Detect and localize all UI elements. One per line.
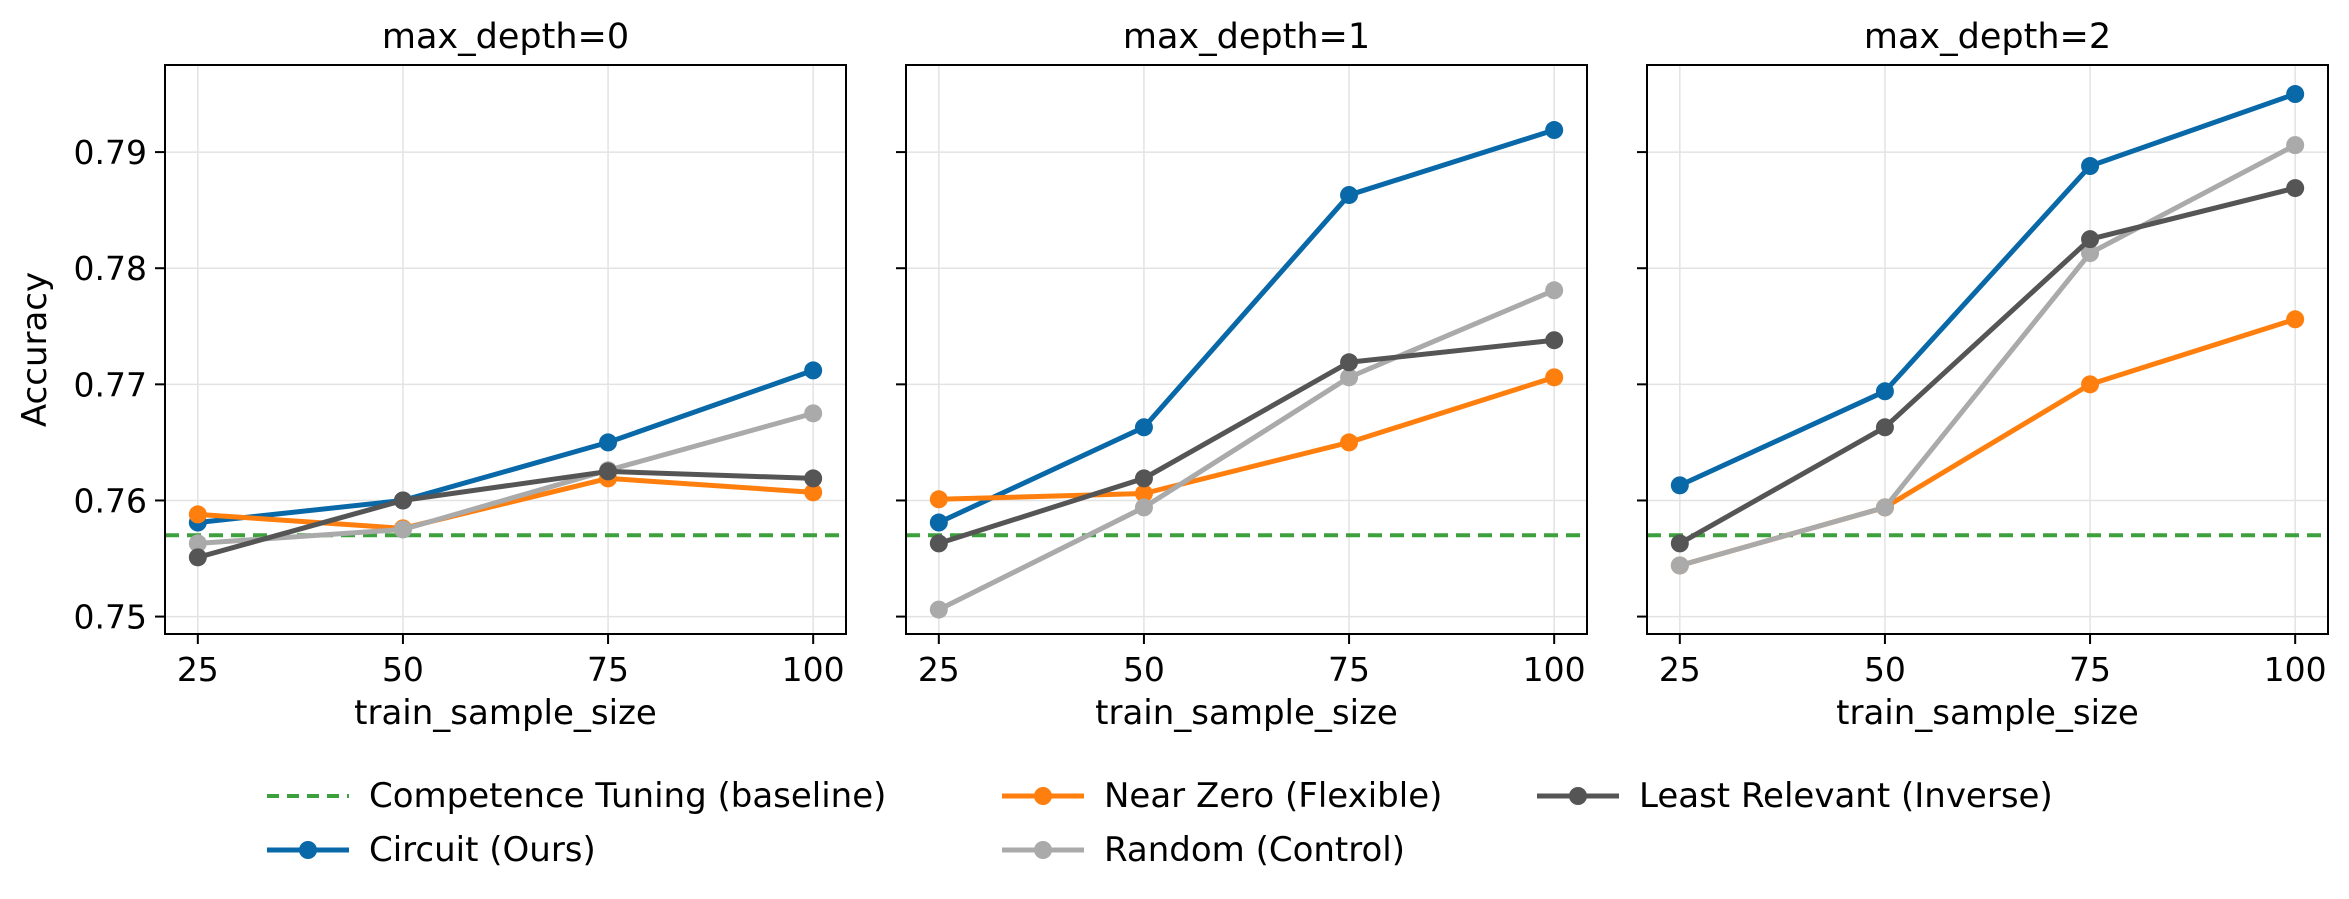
legend-label-circuit: Circuit (Ours) <box>369 830 596 870</box>
panel-2: 25 50 75 100 max_depth=2 train_sample_size <box>1637 17 2329 733</box>
series-line-random-control- <box>937 287 1556 612</box>
legend-label-baseline: Competence Tuning (baseline) <box>369 776 887 816</box>
data-point <box>393 520 412 539</box>
series-line-circuit-ours- <box>1678 91 2297 488</box>
series-line-circuit-ours- <box>197 368 815 526</box>
series-line-near-zero-flexible- <box>197 475 814 531</box>
data-point <box>1340 433 1359 452</box>
data-point <box>1670 476 1689 495</box>
series-line-circuit-ours- <box>937 127 1555 525</box>
x-tick-label: 75 <box>2069 650 2111 689</box>
series-line-least-relevant-inverse- <box>1678 185 2296 546</box>
data-point <box>2286 310 2305 329</box>
panel-title: max_depth=0 <box>382 17 629 57</box>
x-tick-label: 50 <box>1123 650 1165 689</box>
series-line-least-relevant-inverse- <box>197 468 814 560</box>
x-axis-label: train_sample_size <box>1095 693 1398 733</box>
data-point <box>2286 85 2305 104</box>
data-point <box>188 505 207 524</box>
data-point <box>1545 281 1564 300</box>
legend-item-circuit: Circuit (Ours) <box>265 830 596 870</box>
data-point <box>929 490 948 509</box>
legend-item-random: Random (Control) <box>1000 830 1405 870</box>
data-point <box>2286 179 2305 198</box>
x-tick-label: 25 <box>1659 650 1701 689</box>
legend: Competence Tuning (baseline) Circuit (Ou… <box>265 770 2165 880</box>
x-tick-label: 75 <box>1328 650 1370 689</box>
y-tick-label: 0.77 <box>74 365 147 404</box>
y-tick-label: 0.78 <box>74 249 147 288</box>
legend-swatch-circuit <box>267 841 349 859</box>
panel-title: max_depth=1 <box>1123 17 1370 57</box>
data-point <box>1875 418 1894 437</box>
data-point <box>929 534 948 553</box>
data-point <box>1134 484 1153 503</box>
data-point <box>804 469 823 488</box>
data-point <box>2081 157 2100 176</box>
x-tick-label: 100 <box>1523 650 1586 689</box>
data-point <box>1670 534 1689 553</box>
data-point <box>1545 121 1564 140</box>
data-point <box>1545 368 1564 387</box>
axes-frame <box>164 64 847 635</box>
data-point <box>1340 368 1359 387</box>
x-tick-label: 50 <box>1864 650 1906 689</box>
panel-0: 25 50 75 100 0.75 0.76 0.77 0.78 0.79 max_depth=0… <box>15 17 847 733</box>
data-point <box>188 548 207 567</box>
x-tick-label: 100 <box>782 650 845 689</box>
legend-item-baseline: Competence Tuning (baseline) <box>265 776 886 816</box>
data-point <box>929 600 948 619</box>
data-point <box>1340 186 1359 205</box>
legend-swatch-least-relevant <box>1537 787 1619 805</box>
data-point <box>1875 382 1894 401</box>
data-point <box>929 513 948 532</box>
panel-title: max_depth=2 <box>1864 17 2111 57</box>
data-point <box>1875 498 1894 517</box>
y-axis-label: Accuracy <box>15 272 55 427</box>
data-point <box>599 462 618 481</box>
x-tick-label: 75 <box>587 650 629 689</box>
series-line-random-control- <box>197 410 814 546</box>
data-point <box>2081 230 2100 249</box>
data-point <box>804 361 823 380</box>
axes-frame <box>1646 64 2329 635</box>
data-point <box>1134 498 1153 517</box>
data-point <box>1134 418 1153 437</box>
data-point <box>1340 353 1359 372</box>
data-point <box>2081 244 2100 263</box>
legend-label-least-relevant: Least Relevant (Inverse) <box>1639 776 2053 816</box>
data-point <box>804 483 823 502</box>
legend-label-near-zero: Near Zero (Flexible) <box>1104 776 1443 816</box>
y-tick-label: 0.76 <box>74 481 147 520</box>
data-point <box>599 433 618 452</box>
data-point <box>393 491 412 510</box>
x-tick-label: 25 <box>177 650 219 689</box>
series-line-near-zero-flexible- <box>938 374 1555 502</box>
legend-swatch-near-zero <box>1002 787 1084 805</box>
legend-swatch-baseline <box>267 794 349 798</box>
data-point <box>2081 375 2100 394</box>
data-point <box>1134 469 1153 488</box>
data-point <box>2286 136 2305 155</box>
data-point <box>1670 556 1689 575</box>
series-line-least-relevant-inverse- <box>938 337 1555 546</box>
legend-item-near-zero: Near Zero (Flexible) <box>1000 776 1442 816</box>
data-point <box>804 404 823 423</box>
x-tick-label: 25 <box>918 650 960 689</box>
series-line-random-control- <box>1679 142 2297 568</box>
legend-label-random: Random (Control) <box>1104 830 1406 870</box>
data-point <box>188 534 207 553</box>
legend-item-least-relevant: Least Relevant (Inverse) <box>1535 776 2053 816</box>
axes-frame <box>905 64 1588 635</box>
x-axis-label: train_sample_size <box>354 693 657 733</box>
y-tick-label: 0.79 <box>74 133 147 172</box>
y-tick-label: 0.75 <box>74 598 147 637</box>
legend-swatch-random <box>1002 841 1084 859</box>
x-tick-label: 100 <box>2264 650 2327 689</box>
data-point <box>1545 331 1564 350</box>
panel-1: 25 50 75 100 max_depth=1 train_sample_size <box>896 17 1588 733</box>
x-tick-label: 50 <box>382 650 424 689</box>
x-axis-label: train_sample_size <box>1836 693 2139 733</box>
